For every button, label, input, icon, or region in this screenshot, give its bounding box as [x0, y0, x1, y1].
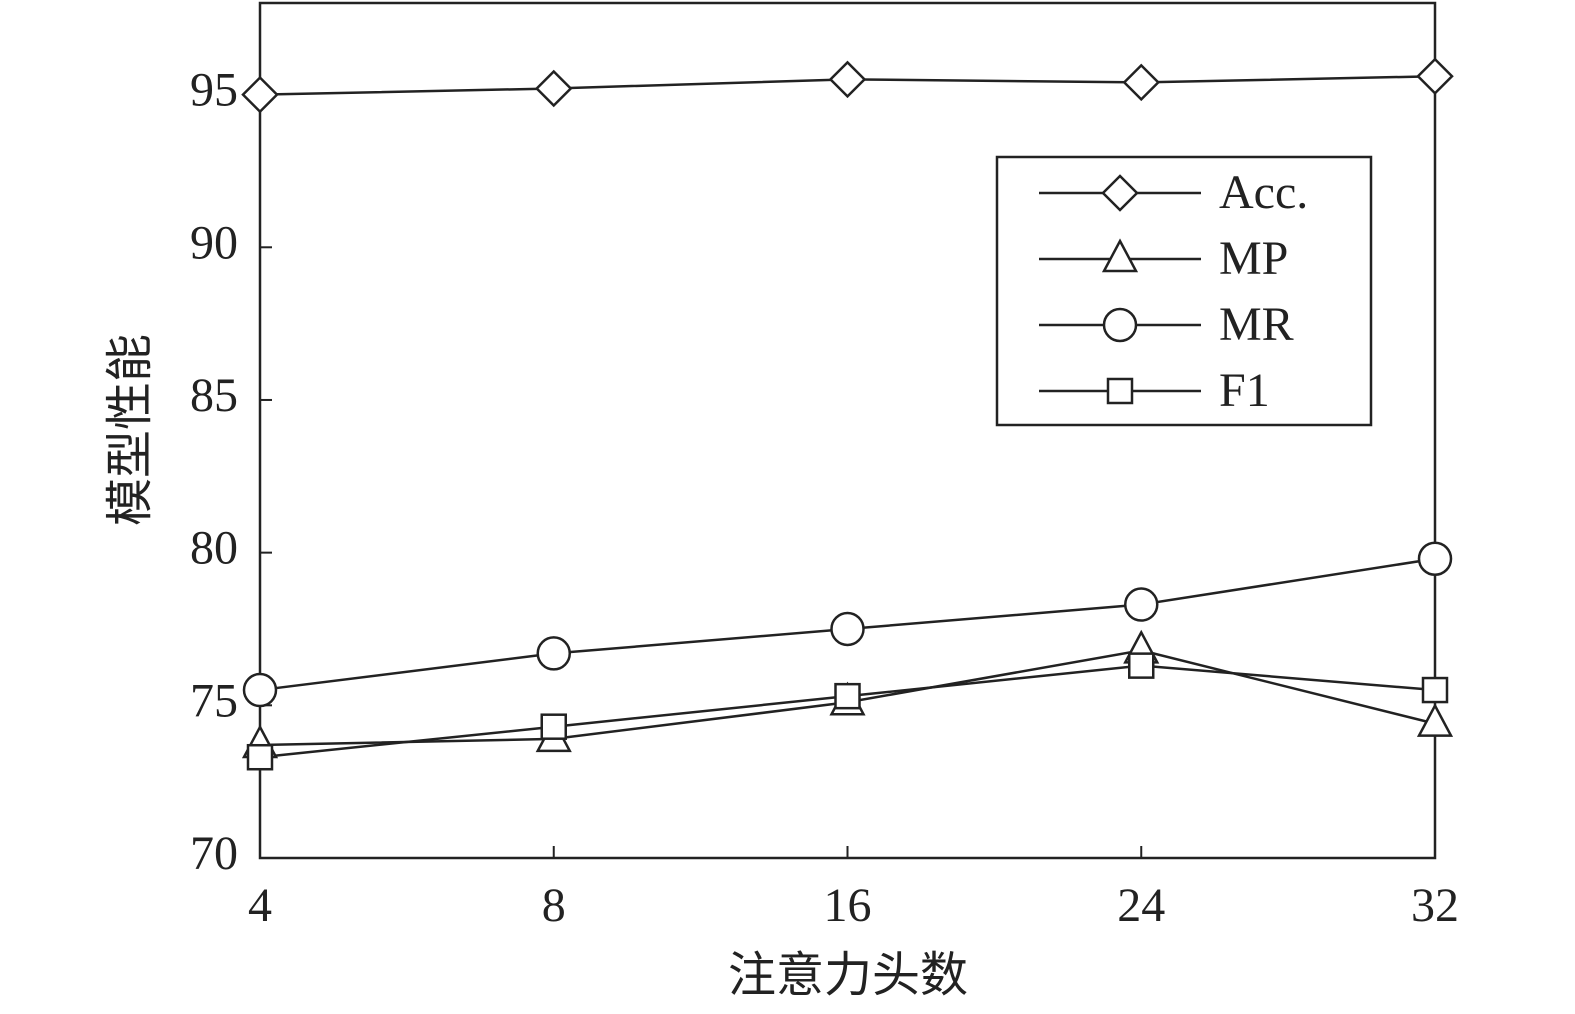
- data-point: [246, 743, 274, 771]
- x-tick-label: 4: [248, 879, 272, 932]
- y-tick-label: 70: [190, 827, 238, 880]
- data-point: [1128, 652, 1155, 679]
- data-point: [536, 636, 571, 671]
- x-axis-label: 注意力头数: [728, 949, 968, 1002]
- y-tick-label: 75: [190, 674, 238, 727]
- y-axis-label: 模型性能: [104, 334, 157, 526]
- data-point: [534, 69, 573, 108]
- data-point: [828, 60, 867, 99]
- plot-frame: [258, 1, 1437, 860]
- y-tick-label: 85: [190, 369, 238, 422]
- legend-marker: [1101, 174, 1139, 212]
- data-point: [242, 672, 278, 708]
- legend-label: F1: [1219, 364, 1270, 417]
- data-point: [1122, 63, 1161, 102]
- data-point: [1417, 541, 1453, 576]
- data-point: [834, 682, 861, 710]
- y-tick-label: 80: [190, 522, 238, 575]
- legend-label: MP: [1219, 232, 1288, 285]
- data-point: [1124, 587, 1159, 622]
- data-point: [1421, 676, 1449, 704]
- legend-box: [995, 155, 1373, 427]
- y-tick-label: 95: [190, 64, 238, 117]
- legend-marker: [1101, 238, 1139, 273]
- x-tick-label: 8: [542, 879, 566, 932]
- data-point: [241, 75, 279, 114]
- data-point: [1416, 57, 1454, 96]
- x-tick-label: 24: [1117, 879, 1165, 932]
- data-point: [1416, 702, 1454, 737]
- legend-label: MR: [1219, 298, 1294, 351]
- y-tick-label: 90: [190, 216, 238, 269]
- legend-marker: [1102, 307, 1138, 343]
- data-point: [540, 713, 567, 740]
- data-point: [830, 611, 865, 647]
- x-tick-label: 32: [1411, 879, 1459, 932]
- legend-label: Acc.: [1219, 166, 1308, 219]
- x-tick-label: 16: [824, 879, 872, 932]
- legend-marker: [1106, 377, 1134, 405]
